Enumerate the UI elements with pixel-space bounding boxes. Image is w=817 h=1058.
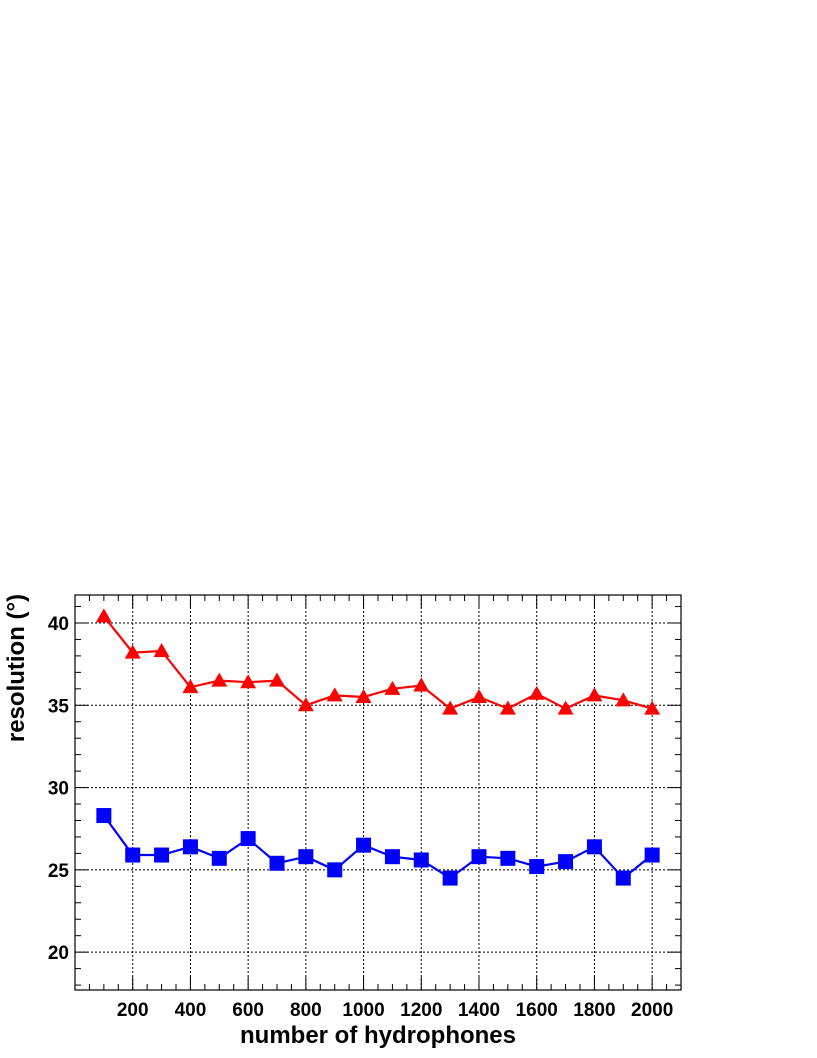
data-point [182,839,198,855]
data-point [240,674,257,689]
series-square [96,808,660,886]
data-point [442,870,458,886]
y-tick-label: 30 [48,779,69,800]
data-point [153,642,170,657]
data-point [471,689,487,704]
y-tick-label: 20 [48,943,69,964]
x-axis-label: number of hydrophones [240,1022,516,1049]
data-point [558,854,574,870]
data-point [124,644,141,659]
data-point [528,685,545,700]
data-point [269,672,285,687]
data-point [384,680,401,695]
y-tick-labels: 20 25 30 35 40 [48,614,70,964]
x-tick-label: 1200 [400,1000,442,1021]
data-point [413,677,430,692]
x-tick-label: 1000 [342,1000,384,1021]
x-tick-label: 1800 [573,1000,615,1021]
data-point [557,700,574,715]
data-point [269,855,285,871]
x-tick-label: 1600 [516,1000,558,1021]
series-triangle [95,608,661,715]
data-point [211,850,227,866]
data-point [211,672,228,687]
series [95,608,661,886]
data-point [95,608,112,623]
y-tick-label: 25 [48,861,70,882]
data-point [529,859,545,875]
data-point [586,687,603,702]
data-point [182,679,199,694]
data-point [240,831,256,847]
data-point [471,849,487,865]
x-tick-label: 2000 [631,1000,673,1021]
x-tick-label: 800 [290,1000,322,1021]
data-point [96,808,112,824]
grid [75,595,681,990]
data-point [413,852,429,868]
x-tick-label: 400 [175,1000,207,1021]
x-tick-label: 200 [117,1000,149,1021]
data-point [298,849,314,865]
data-point [500,850,516,866]
series-line [103,615,653,710]
data-point [384,849,400,865]
data-point [327,862,343,878]
x-tick-label: 600 [232,1000,264,1021]
data-point [355,689,372,704]
data-point [297,697,314,712]
data-point [326,687,343,702]
data-point [154,847,170,863]
data-point [442,700,459,715]
data-point [615,692,632,707]
x-tick-labels: 200 400 600 800 1000 1200 1400 1600 1800 2000 [117,1000,673,1021]
data-point [586,839,602,855]
y-tick-label: 35 [48,696,70,717]
data-point [615,870,631,886]
data-point [125,847,141,863]
x-tick-label: 1400 [458,1000,500,1021]
data-point [499,700,516,715]
data-point [644,847,660,863]
y-axis-label: resolution (°) [3,594,30,742]
data-point [644,700,661,715]
axis-ticks [75,595,681,990]
data-point [356,837,372,853]
y-tick-label: 40 [48,614,69,635]
